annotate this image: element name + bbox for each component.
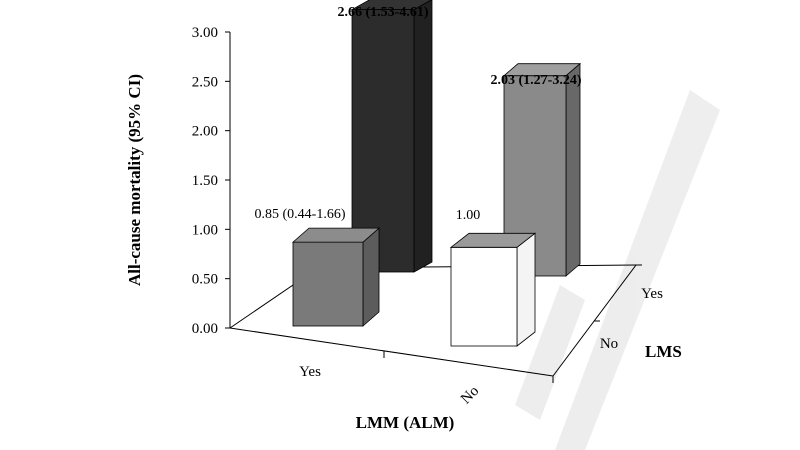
bar-top-face (449, 232, 537, 248)
z-axis-title: LMS (645, 342, 682, 361)
y-tick-label: 0.00 (192, 321, 218, 337)
data-label: 0.85 (0.44-1.66) (255, 207, 346, 222)
bar-top-face (291, 227, 381, 243)
z-category-label: No (600, 336, 618, 352)
data-label: 2.03 (1.27-3.24) (491, 73, 582, 88)
data-label: 2.66 (1.53-4.61) (338, 5, 429, 20)
labels: 2.66 (1.53-4.61) 2.03 (1.27-3.24) 0.85 (0.… (255, 5, 582, 223)
bar-top-face (350, 0, 433, 10)
floor-front-edge (229, 327, 554, 377)
axes: 0.00 0.50 1.00 1.50 2.00 2.50 3.00 All-cause mo… (125, 25, 682, 432)
z-category-label: Yes (641, 286, 663, 302)
bar-side-face (516, 232, 536, 347)
bar-front-face (292, 241, 364, 327)
bar-side-face (362, 227, 380, 327)
y-tick-label: 0.50 (192, 272, 218, 288)
watermark (515, 90, 720, 450)
bar-front-face (450, 246, 518, 347)
bar-side-face (413, 0, 433, 273)
x-axis-title: LMM (ALM) (356, 413, 455, 432)
bar-yes-no (291, 227, 381, 327)
y-tick-label: 1.00 (192, 222, 218, 238)
y-axis-title: All-cause mortality (95% CI) (125, 74, 144, 286)
x-category-label: No (458, 383, 482, 407)
y-tick-label: 2.00 (192, 124, 218, 140)
bar-no-no (449, 232, 537, 347)
x-category-label: Yes (299, 364, 321, 380)
bars (291, 0, 582, 347)
bar-side-face (565, 62, 581, 277)
y-tick-label: 1.50 (192, 173, 218, 189)
y-tick-label: 3.00 (192, 25, 218, 41)
bar-top-face (502, 63, 582, 77)
y-tick-label: 2.50 (192, 74, 218, 90)
data-label: 1.00 (456, 208, 481, 223)
